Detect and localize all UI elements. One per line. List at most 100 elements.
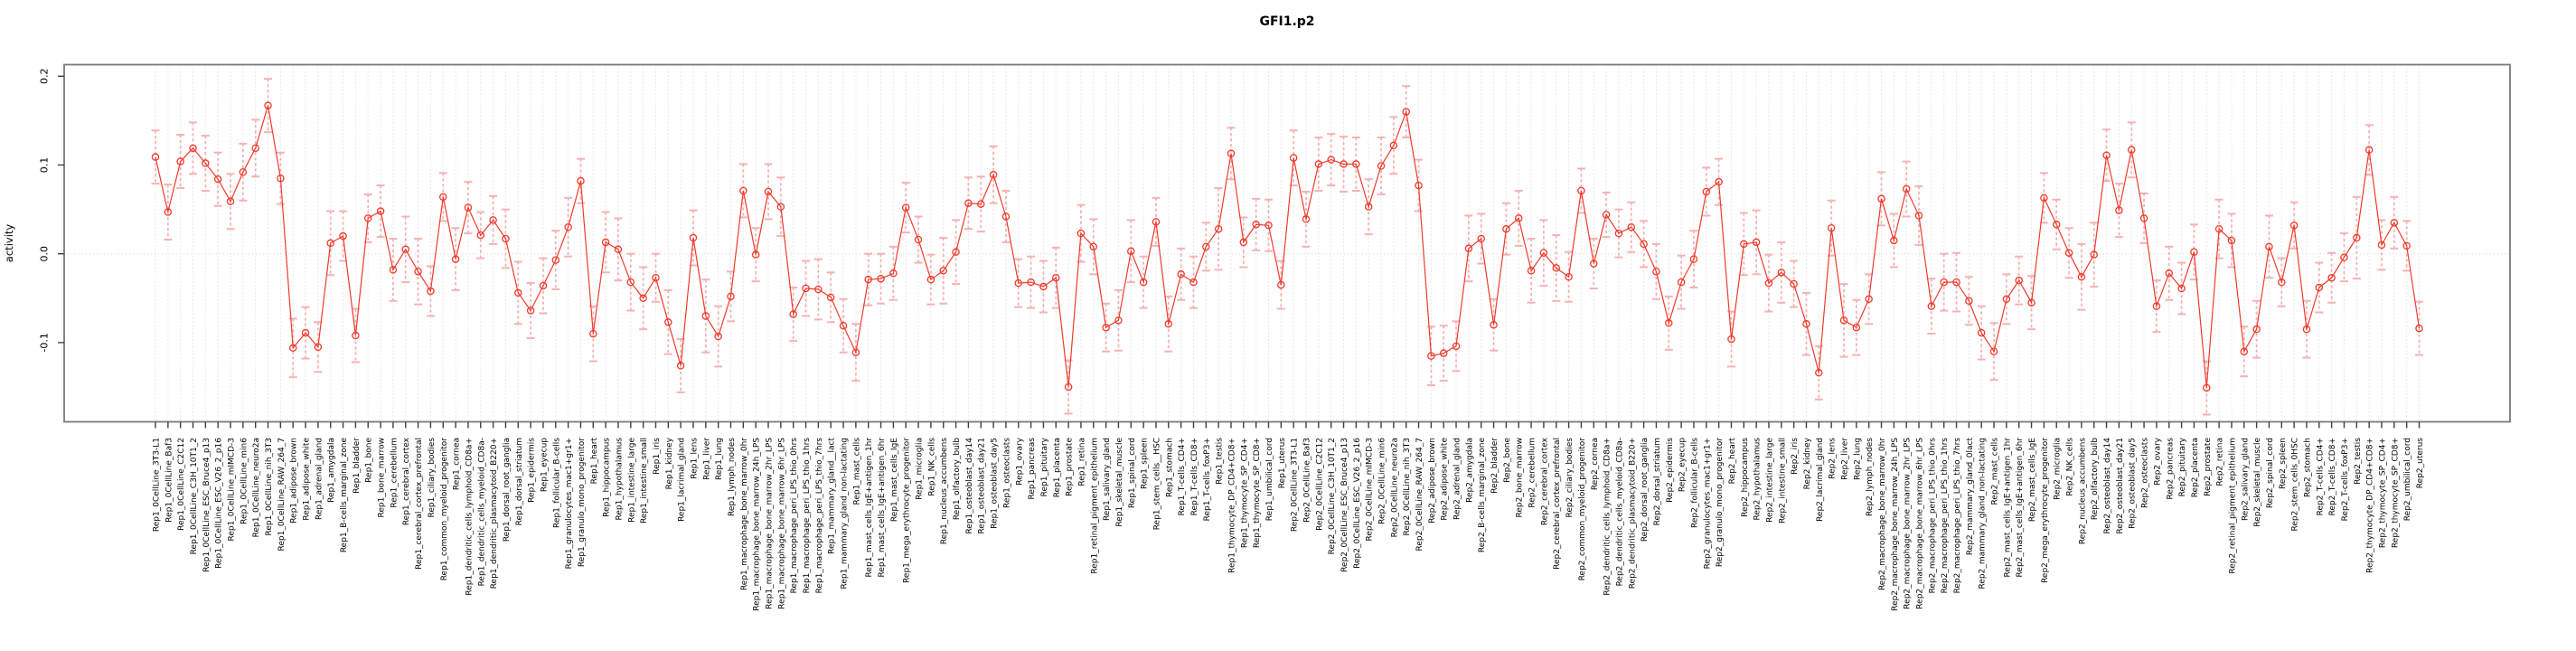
x-tick-label: Rep2_granulo_mono_progenitor bbox=[1716, 438, 1725, 567]
data-point bbox=[2152, 302, 2161, 310]
error-bar bbox=[1314, 137, 1323, 192]
data-point bbox=[652, 273, 660, 282]
x-tick-label: Rep1_thymocyte_SP_CD4+ bbox=[1240, 438, 1249, 548]
data-point bbox=[476, 231, 485, 240]
error-bar bbox=[864, 252, 873, 307]
x-tick-label: Rep2_mammary_gland_non-lactating bbox=[1979, 438, 1988, 589]
error-bar bbox=[2352, 195, 2361, 280]
error-bar bbox=[1889, 212, 1898, 269]
data-point bbox=[2353, 233, 2361, 242]
x-tick-label: Rep2_testis bbox=[2354, 438, 2363, 485]
x-tick-label: Rep1_nucleus_accumbens bbox=[940, 438, 949, 544]
error-bar bbox=[1264, 198, 1273, 252]
data-point bbox=[976, 200, 985, 208]
x-tick-label: Rep1_B-cells_marginal_zone bbox=[340, 438, 349, 553]
x-tick-label: Rep1_0CellLine_Baf3 bbox=[165, 438, 174, 523]
data-point bbox=[626, 278, 635, 287]
error-bar bbox=[1877, 171, 1886, 227]
error-bar bbox=[2152, 279, 2161, 334]
data-point bbox=[264, 101, 272, 109]
x-tick-label: Rep2_mast_cells_IgE bbox=[2028, 438, 2037, 522]
error-bar bbox=[2327, 251, 2336, 304]
data-point bbox=[2203, 383, 2211, 392]
error-bar bbox=[2377, 219, 2386, 271]
x-tick-label: Rep1_granulo_mono_progenitor bbox=[578, 438, 587, 567]
x-tick-label: Rep2_heart bbox=[1728, 438, 1737, 485]
error-bar bbox=[1177, 247, 1186, 301]
data-point bbox=[1239, 238, 1248, 247]
data-point bbox=[789, 310, 797, 318]
error-bar bbox=[952, 219, 961, 286]
data-point bbox=[639, 294, 647, 303]
x-tick-label: Rep1_mega_erythrocyte_progenitor bbox=[903, 438, 912, 583]
error-bar bbox=[1252, 197, 1261, 251]
x-tick-label: Rep2_mast_cells_IgE+antigen_6hr bbox=[2016, 438, 2025, 578]
x-tick-label: Rep1_adipose_brown bbox=[290, 438, 299, 524]
data-points bbox=[151, 101, 2423, 392]
x-tick-label: Rep1_epidermis bbox=[528, 438, 537, 503]
data-point bbox=[1764, 278, 1773, 288]
data-point bbox=[1727, 335, 1735, 344]
x-tick-label: Rep1_thymocyte_SP_CD8+ bbox=[1253, 438, 1262, 548]
x-tick-label: Rep1_bone bbox=[365, 438, 374, 483]
x-tick-label: Rep1_salivary_gland bbox=[1103, 438, 1112, 521]
x-tick-label: Rep2_eyecup bbox=[1678, 438, 1688, 492]
data-point bbox=[1064, 382, 1073, 392]
x-tick-label: Rep2_epidermis bbox=[1666, 438, 1675, 503]
error-bar bbox=[426, 265, 435, 317]
data-point bbox=[739, 186, 747, 195]
data-point bbox=[952, 248, 960, 256]
data-point bbox=[989, 171, 998, 179]
data-point bbox=[1702, 187, 1711, 196]
error-bar bbox=[1565, 250, 1574, 303]
data-point bbox=[2214, 224, 2223, 233]
data-point bbox=[1514, 214, 1523, 222]
data-point bbox=[1252, 221, 1260, 229]
x-tick-label: Rep1_dorsal_root_ganglia bbox=[503, 438, 512, 542]
x-tick-label: Rep1_stomach bbox=[1165, 438, 1174, 497]
error-bar bbox=[2165, 245, 2174, 301]
data-point bbox=[564, 222, 572, 231]
x-tick-label: Rep1_osteoblast_day21 bbox=[978, 438, 987, 534]
data-point bbox=[2327, 273, 2336, 282]
y-tick-label: 0.2 bbox=[39, 69, 51, 85]
x-tick-label: Rep1_T-cells_foxP3+ bbox=[1203, 438, 1212, 521]
x-tick-label: Rep2_granulocytes_mac1+gr1+ bbox=[1703, 438, 1712, 569]
x-tick-label: Rep1_dendritic_plasmacytoid_B220+ bbox=[490, 438, 499, 589]
data-point bbox=[1014, 278, 1023, 288]
error-bar bbox=[1801, 291, 1810, 356]
data-point bbox=[589, 329, 597, 338]
data-point bbox=[727, 292, 735, 301]
data-point bbox=[2077, 272, 2086, 281]
x-tick-label: Rep2_olfactory_bulb bbox=[2091, 438, 2100, 520]
data-point bbox=[1539, 249, 1548, 257]
data-point bbox=[2364, 146, 2374, 155]
data-point bbox=[1827, 223, 1836, 232]
x-tick-label: Rep2_pancreas bbox=[2166, 438, 2175, 500]
x-tick-label: Rep1_olfactory_bulb bbox=[953, 438, 962, 520]
x-tick-label: Rep2_prostate bbox=[2204, 438, 2213, 496]
data-point bbox=[901, 203, 910, 212]
x-tick-label: Rep2_follicular_B-cells bbox=[1690, 438, 1699, 528]
x-tick-label: Rep2_thymocyte_SP_CD4+ bbox=[2378, 438, 2387, 548]
data-point bbox=[1652, 268, 1660, 276]
data-point bbox=[802, 284, 810, 293]
data-point bbox=[1627, 222, 1636, 231]
x-tick-label: Rep1_spinal_cord bbox=[1128, 438, 1137, 508]
x-tick-label: Rep2_pituitary bbox=[2178, 437, 2187, 496]
error-bars bbox=[151, 78, 2423, 416]
x-tick-label: Rep2_0CellLine_neuro2a bbox=[1390, 438, 1399, 537]
x-tick-label: Rep2_osteoblast_day14 bbox=[2103, 438, 2112, 534]
x-tick-label: Rep1_lung bbox=[715, 438, 724, 480]
x-tick-label: Rep1_liver bbox=[702, 438, 711, 480]
error-bar bbox=[1239, 216, 1248, 269]
data-point bbox=[1001, 212, 1011, 221]
data-point bbox=[2315, 283, 2324, 292]
series-line bbox=[155, 105, 2421, 389]
x-tick-label: Rep2_adrenal_gland bbox=[1453, 438, 1462, 520]
data-point bbox=[239, 168, 248, 176]
data-point bbox=[676, 362, 685, 370]
data-point bbox=[1139, 278, 1148, 287]
data-point bbox=[1127, 247, 1135, 256]
data-point bbox=[2040, 193, 2048, 203]
